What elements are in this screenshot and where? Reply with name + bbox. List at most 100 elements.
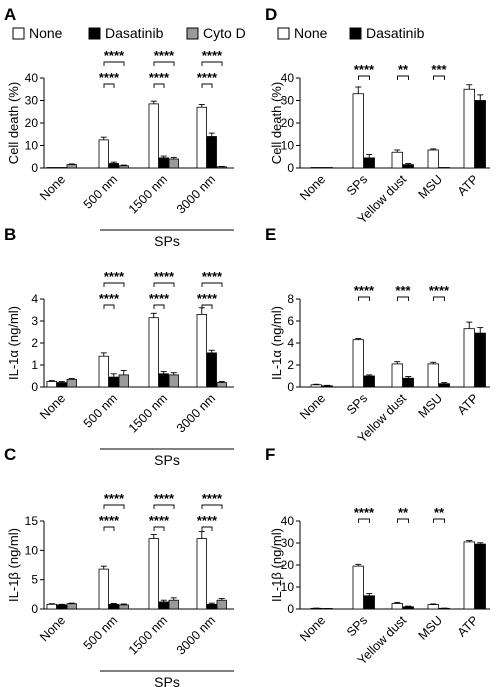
sig-bracket (397, 75, 409, 80)
y-tick-label: 15 (25, 514, 39, 528)
bar-none (352, 93, 364, 169)
x-tick-label: None (297, 172, 328, 203)
bar-dasatinib (402, 606, 414, 610)
sig-bracket-label: ** (434, 505, 445, 520)
bar-dasatinib (321, 385, 333, 388)
x-tick-label: MSU (416, 172, 446, 202)
bar-cyto-d (216, 599, 227, 610)
group-label: SPs (154, 452, 180, 468)
bar-none (196, 313, 207, 388)
legend-label: None (294, 25, 328, 41)
bar-none (463, 328, 475, 388)
sig-bracket (358, 518, 370, 523)
legend-label: None (29, 25, 63, 41)
sig-bracket-lower (103, 83, 115, 88)
y-tick-label: 10 (281, 139, 295, 153)
y-axis-label: IL-1β (ng/ml) (6, 528, 21, 602)
sig-bracket-upper-label: **** (104, 48, 125, 63)
y-tick-label: 30 (281, 94, 295, 108)
sig-bracket-upper-label: **** (104, 491, 125, 506)
sig-bracket-label: **** (354, 283, 375, 298)
y-axis-label: IL-1α (ng/ml) (6, 306, 21, 380)
bar-none (310, 384, 322, 388)
group-label: SPs (154, 674, 180, 687)
y-tick-label: 10 (25, 139, 39, 153)
sig-bracket-upper-label: **** (202, 269, 223, 284)
bar-dasatinib (363, 595, 375, 610)
x-tick-label: 3000 nm (174, 613, 218, 657)
sig-bracket-label: *** (431, 62, 447, 77)
panel-letter: E (265, 225, 276, 244)
x-tick-label: None (297, 391, 328, 422)
y-tick-label: 1 (31, 358, 38, 372)
sig-bracket-upper (153, 504, 175, 509)
bar-none (148, 103, 159, 169)
y-tick-label: 30 (281, 536, 295, 550)
bar-none (391, 363, 403, 388)
sig-bracket (397, 296, 409, 301)
sig-bracket-lower-label: **** (197, 70, 218, 85)
sig-bracket-lower-label: **** (197, 513, 218, 528)
sig-bracket-lower (201, 526, 213, 531)
bar-cyto-d (66, 603, 77, 610)
y-tick-label: 0 (31, 380, 38, 394)
sig-bracket-label: **** (429, 283, 450, 298)
panel-letter: F (265, 445, 275, 464)
bar-none (463, 88, 475, 169)
panel-A: Cell death (%) 0 10 20 30 40 None 500 nm 1500 nm… (6, 48, 234, 249)
y-tick-label: 40 (281, 514, 295, 528)
sig-bracket-label: **** (354, 505, 375, 520)
bar-dasatinib (56, 604, 67, 610)
panel-B: IL-1α (ng/ml) 0 1 2 3 4 None 500 nm 1500 nm 3000 … (6, 269, 234, 468)
x-tick-label: SPs (344, 613, 370, 639)
bar-cyto-d (168, 374, 179, 388)
panel-letter: C (4, 445, 16, 464)
bar-cyto-d (118, 165, 129, 169)
sig-bracket (358, 75, 370, 80)
sig-bracket (433, 75, 445, 80)
sig-bracket-lower (103, 304, 115, 309)
sig-bracket-upper-label: **** (154, 269, 175, 284)
y-tick-label: 4 (31, 292, 38, 306)
sig-bracket-upper-label: **** (202, 491, 223, 506)
bar-dasatinib (108, 603, 119, 610)
sig-bracket-upper (201, 504, 223, 509)
sig-bracket-label: *** (395, 283, 411, 298)
bar-dasatinib (363, 157, 375, 169)
sig-bracket-lower (153, 83, 165, 88)
x-tick-label: ATP (455, 613, 481, 639)
bar-dasatinib (206, 603, 217, 610)
legend-label: Dasatinib (105, 25, 164, 41)
sig-bracket-lower (153, 526, 165, 531)
bar-dasatinib (206, 352, 217, 388)
y-tick-label: 0 (287, 380, 294, 394)
bar-cyto-d (216, 382, 227, 388)
x-tick-label: 500 nm (81, 391, 120, 430)
legend-label: Cyto D (203, 25, 246, 41)
sig-bracket-upper (103, 282, 125, 287)
sig-bracket-lower-label: **** (197, 291, 218, 306)
x-tick-label: 3000 nm (174, 391, 218, 435)
bar-none (352, 339, 364, 388)
x-tick-label: 500 nm (81, 172, 120, 211)
y-axis-label: Cell death (%) (6, 82, 21, 164)
y-axis-label: IL-1α (ng/ml) (269, 306, 284, 380)
y-tick-label: 10 (25, 543, 39, 557)
sig-bracket-label: ** (398, 505, 409, 520)
bar-dasatinib (108, 376, 119, 388)
sig-bracket-upper (153, 61, 175, 66)
bar-cyto-d (66, 378, 77, 388)
bar-dasatinib (158, 157, 169, 169)
bar-none (427, 604, 439, 610)
sig-bracket-upper (153, 282, 175, 287)
legend-swatch (186, 27, 199, 40)
y-tick-label: 2 (287, 358, 294, 372)
bar-none (427, 363, 439, 388)
bar-dasatinib (206, 136, 217, 169)
bar-cyto-d (118, 604, 129, 610)
panel-letter: B (4, 225, 16, 244)
bar-dasatinib (363, 375, 375, 388)
y-tick-label: 2 (31, 336, 38, 350)
bar-none (196, 538, 207, 610)
